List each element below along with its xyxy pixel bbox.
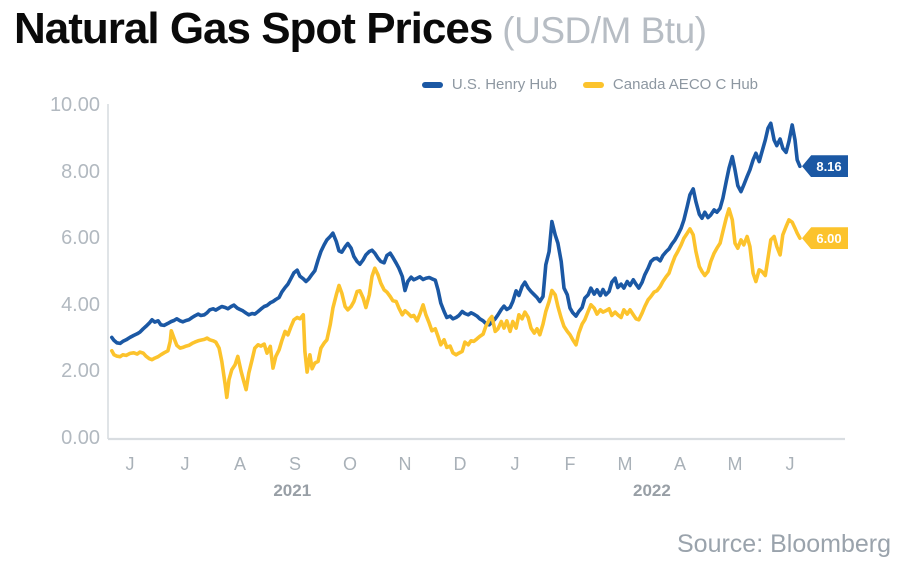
x-tick-label: N — [398, 454, 412, 474]
legend-label: U.S. Henry Hub — [451, 76, 557, 93]
y-tick-label: 6.00 — [61, 227, 100, 250]
chart-header: Natural Gas Spot Prices (USD/M Btu) — [14, 4, 707, 54]
x-tick-label: J — [180, 454, 190, 474]
x-tick-label: S — [288, 454, 301, 474]
legend: U.S. Henry Hub Canada AECO C Hub — [421, 76, 758, 93]
x-tick-label: M — [727, 454, 743, 474]
x-tick-label: F — [564, 454, 576, 474]
x-tick-label: J — [510, 454, 520, 474]
x-tick-label: M — [617, 454, 633, 474]
legend-item: Canada AECO C Hub — [582, 76, 758, 93]
chart-units: (USD/M Btu) — [502, 10, 707, 51]
henry-hub-line — [110, 121, 802, 346]
legend-item: U.S. Henry Hub — [421, 76, 557, 93]
source-credit: Source: Bloomberg — [676, 530, 891, 558]
henry-hub-value-tag: 8.16 — [802, 155, 848, 178]
legend-label: Canada AECO C Hub — [612, 76, 758, 93]
x-tick-label: O — [342, 454, 357, 474]
aeco-swatch-icon — [582, 81, 604, 88]
y-tick-label: 10.00 — [49, 94, 100, 116]
chart-title: Natural Gas Spot Prices — [14, 4, 493, 53]
y-tick-label: 2.00 — [61, 360, 100, 383]
x-tick-label: D — [453, 454, 467, 474]
year-label: 2022 — [633, 481, 671, 500]
y-tick-label: 8.00 — [61, 160, 100, 183]
henry-hub-swatch-icon — [421, 81, 443, 88]
aeco-value-tag: 6.00 — [802, 227, 848, 250]
year-label: 2021 — [273, 481, 312, 500]
aeco-line — [110, 207, 802, 400]
y-tick-label: 4.00 — [61, 293, 100, 316]
x-tick-label: A — [233, 454, 246, 474]
x-tick-label: J — [125, 454, 135, 474]
y-tick-label: 0.00 — [61, 427, 100, 449]
x-tick-label: J — [785, 454, 795, 474]
x-tick-label: A — [673, 454, 686, 474]
